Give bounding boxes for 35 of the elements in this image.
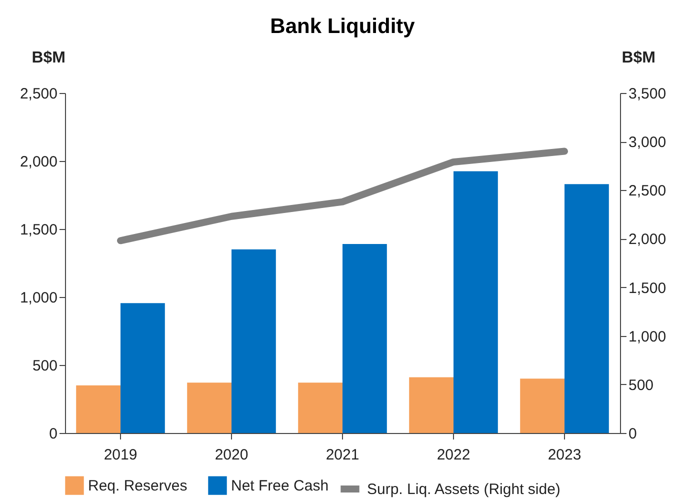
bar [120,303,165,433]
y2-tick-label: 3,000 [628,134,666,152]
y2-tick-label: 1,000 [628,328,666,346]
y-tick-label: 0 [49,426,58,442]
bar [409,377,454,433]
y2-tick-label: 2,500 [628,182,666,200]
bar [454,171,498,433]
bar [76,385,120,433]
bar [232,249,276,433]
legend-label: Surp. Liq. Assets (Right side) [367,481,560,498]
x-tick-label: 2021 [326,446,360,464]
y2-tick-label: 0 [628,426,637,442]
y-tick-label: 1,000 [20,290,58,306]
x-tick-label: 2022 [436,446,470,464]
y-tick-label: 2,000 [20,154,58,170]
y2-tick-label: 2,000 [628,231,666,248]
x-tick-label: 2020 [214,446,248,464]
bar [298,382,342,433]
y-axis-title: B$M [32,50,66,66]
y-tick-label: 500 [32,358,58,374]
bar [342,244,387,433]
bar [564,184,609,433]
legend-label: Req. Reserves [88,478,188,495]
bar [520,378,564,433]
bar [187,382,232,433]
legend-label: Net Free Cash [231,478,329,495]
y2-axis-title: B$M [622,50,656,66]
x-tick-label: 2023 [548,446,582,464]
y2-tick-label: 3,500 [628,86,666,102]
y2-tick-label: 1,500 [628,280,666,297]
y-tick-label: 2,500 [20,86,58,102]
x-tick-label: 2019 [104,446,138,464]
y2-tick-label: 500 [628,376,654,394]
chart-title: Bank Liquidity [270,15,416,38]
y-tick-label: 1,500 [20,222,58,238]
